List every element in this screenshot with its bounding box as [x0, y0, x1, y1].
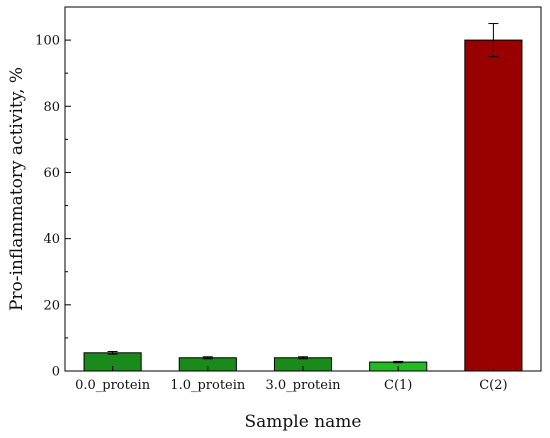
x-axis-title: Sample name — [245, 412, 362, 432]
x-tick-label: C(1) — [384, 378, 412, 393]
x-tick-label: 3.0_protein — [266, 378, 342, 393]
bar-C(2) — [464, 39, 523, 372]
y-axis-title: Pro-inflammatory activity, % — [7, 67, 27, 311]
bars — [83, 23, 523, 372]
x-tick-label: C(2) — [479, 378, 507, 393]
y-tick-label: 100 — [35, 34, 60, 49]
y-axis: 0 20 40 60 80 100 — [35, 6, 71, 380]
x-axis: 0.0_protein 1.0_protein 3.0_protein C(1) C(2… — [75, 366, 508, 393]
y-tick-label: 0 — [52, 365, 60, 380]
y-tick-label: 40 — [43, 232, 60, 247]
y-tick-label: 60 — [43, 166, 60, 181]
x-tick-label: 0.0_protein — [75, 378, 151, 393]
y-tick-label: 80 — [43, 100, 60, 115]
y-tick-label: 20 — [43, 298, 60, 313]
x-tick-label: 1.0_protein — [170, 378, 246, 393]
